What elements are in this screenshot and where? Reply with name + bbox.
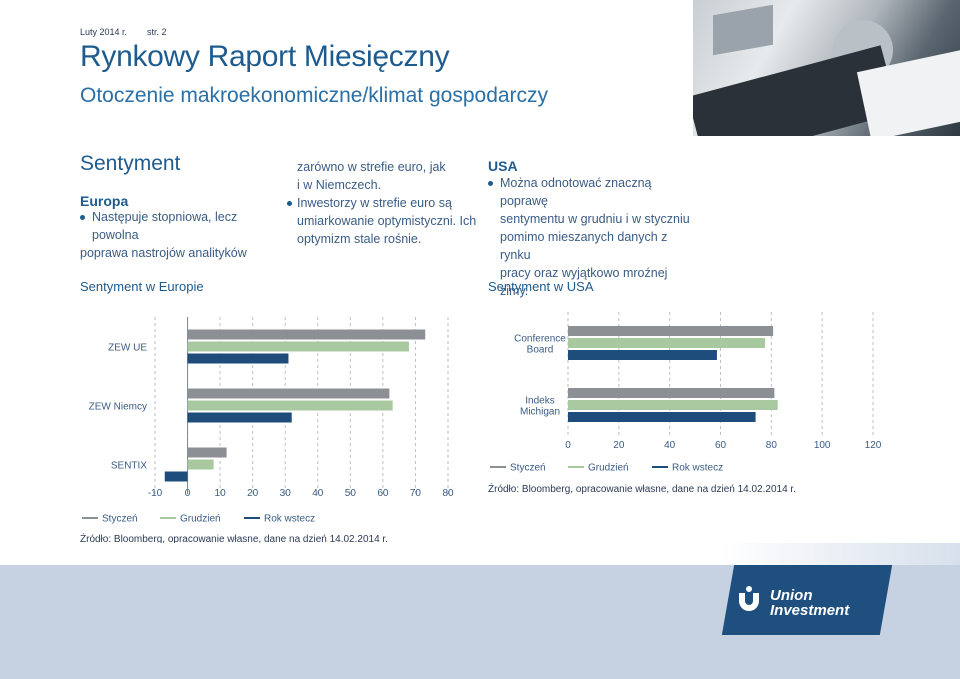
europe-bullet-2-line-2: umiarkowanie optymistyczni. Ich — [297, 214, 477, 228]
axis-tick-label: 30 — [280, 488, 292, 499]
axis-tick-label: 20 — [247, 488, 259, 499]
usa-bullet-1: Można odnotować znaczną poprawę sentymen… — [488, 174, 698, 300]
chart-usa-title: Sentyment w USA — [488, 279, 594, 294]
brand-logo-line-2: Investment — [770, 602, 850, 619]
chart-europe-source: Źródło: Bloomberg, opracowanie własne, d… — [80, 534, 388, 545]
europe-bullet-1-line-2: poprawa nastrojów analityków — [80, 246, 247, 260]
bar-rok-wstecz — [164, 471, 188, 482]
category-label: Board — [527, 345, 554, 356]
europe-bullet-2-line-1: Inwestorzy w strefie euro są — [297, 196, 452, 210]
bar-grudzień — [187, 400, 393, 411]
axis-tick-label: 70 — [410, 488, 422, 499]
bar-rok-wstecz — [568, 350, 717, 360]
axis-tick-label: 120 — [865, 440, 882, 451]
axis-tick-label: 80 — [766, 440, 778, 451]
usa-bullet-1-line-1: Można odnotować znaczną poprawę — [500, 176, 652, 208]
bar-rok-wstecz — [187, 412, 292, 423]
legend-label: Grudzień — [588, 463, 629, 474]
chart-usa-source: Źródło: Bloomberg, opracowanie własne, d… — [488, 484, 796, 495]
brand-logo-line-1: Union — [770, 587, 813, 604]
axis-tick-label: 60 — [377, 488, 389, 499]
bar-styczeń — [187, 388, 390, 399]
europe-bullet-1-line-3: zarówno w strefie euro, jak — [297, 160, 446, 174]
category-label: Michigan — [520, 407, 560, 418]
bar-grudzień — [568, 338, 765, 348]
axis-tick-label: 80 — [442, 488, 454, 499]
axis-tick-label: 50 — [345, 488, 357, 499]
axis-tick-label: 40 — [312, 488, 324, 499]
page-subtitle: Otoczenie makroekonomiczne/klimat gospod… — [80, 84, 549, 107]
category-label: Indeks — [525, 396, 554, 407]
usa-bullet-1-line-3: pomimo mieszanych danych z rynku — [500, 230, 668, 262]
legend-label: Grudzień — [180, 514, 221, 525]
legend-label: Rok wstecz — [264, 514, 315, 525]
europe-bullet-2: Inwestorzy w strefie euro są umiarkowani… — [287, 194, 477, 248]
chart-europe-title: Sentyment w Europie — [80, 279, 204, 294]
axis-tick-label: 40 — [664, 440, 676, 451]
bar-grudzień — [568, 400, 778, 410]
europe-heading: Europa — [80, 193, 129, 209]
bar-styczeń — [568, 388, 775, 398]
bullet-icon — [488, 181, 493, 186]
footer-strip — [0, 543, 960, 565]
legend-label: Styczeń — [102, 514, 138, 525]
europe-bullet-1: Następuje stopniowa, lecz powolna popraw… — [80, 208, 280, 262]
axis-tick-label: -10 — [148, 488, 163, 499]
header-photo — [693, 0, 960, 136]
category-label: ZEW UE — [108, 343, 147, 354]
axis-tick-label: 10 — [215, 488, 227, 499]
axis-tick-label: 20 — [613, 440, 625, 451]
bar-styczeń — [187, 329, 426, 340]
category-label: SENTIX — [111, 461, 147, 472]
bullet-icon — [287, 201, 292, 206]
europe-bullet-1-line-4: i w Niemczech. — [297, 178, 382, 192]
bar-styczeń — [187, 447, 227, 458]
section-title: Sentyment — [80, 152, 181, 175]
bullet-icon — [80, 215, 85, 220]
category-label: Conference — [514, 334, 566, 345]
axis-tick-label: 0 — [565, 440, 571, 451]
brand-logo-text: Union Investment — [770, 588, 849, 618]
bar-rok-wstecz — [568, 412, 756, 422]
page-title: Rynkowy Raport Miesięczny — [80, 40, 450, 73]
bar-grudzień — [187, 459, 214, 470]
europe-bullet-1-line-1: Następuje stopniowa, lecz powolna — [92, 210, 238, 242]
union-investment-logo-icon — [739, 586, 759, 611]
usa-bullet-1-line-4: pracy oraz wyjątkowo mroźnej zimy. — [500, 266, 668, 298]
bar-rok-wstecz — [187, 353, 289, 364]
category-label: ZEW Niemcy — [89, 402, 147, 413]
bar-styczeń — [568, 326, 774, 336]
axis-tick-label: 100 — [814, 440, 831, 451]
legend-label: Rok wstecz — [672, 463, 723, 474]
bar-grudzień — [187, 341, 409, 352]
axis-tick-label: 60 — [715, 440, 727, 451]
europe-bullet-1-continued: zarówno w strefie euro, jak i w Niemczec… — [297, 158, 477, 194]
usa-bullet-1-line-2: sentymentu w grudniu i w styczniu — [500, 212, 690, 226]
report-date: Luty 2014 r. — [80, 27, 128, 37]
usa-heading: USA — [488, 158, 518, 174]
europe-bullet-2-line-3: optymizm stale rośnie. — [297, 232, 422, 246]
page-number: str. 2 — [147, 27, 167, 37]
legend-label: Styczeń — [510, 463, 546, 474]
